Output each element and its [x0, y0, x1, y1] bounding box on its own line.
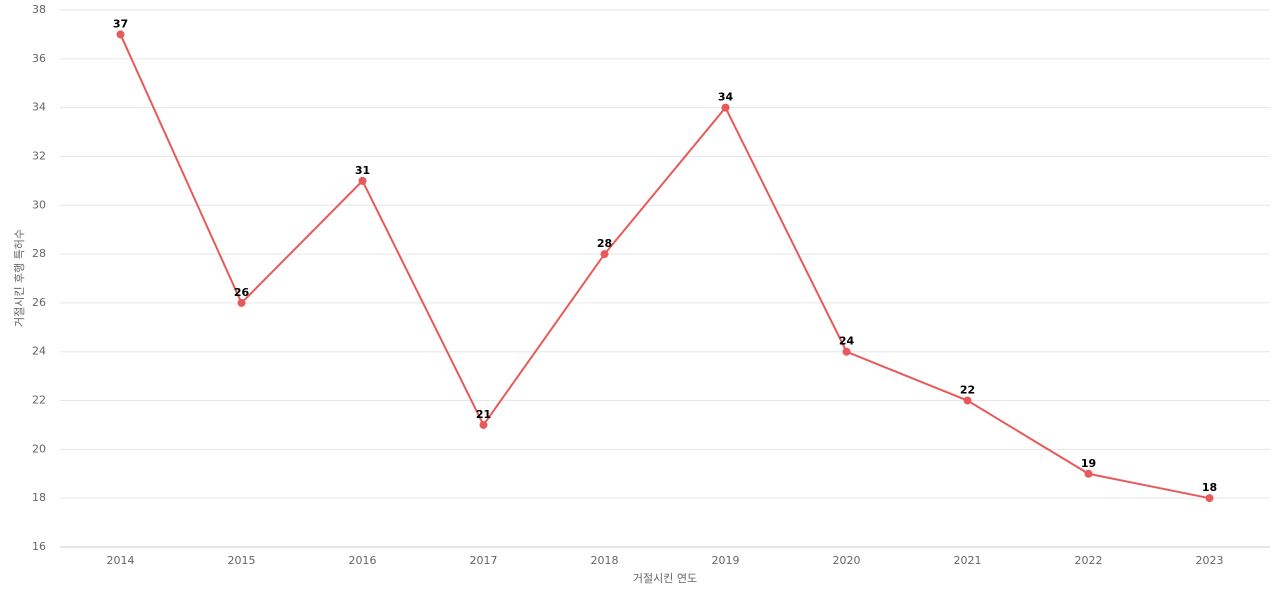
data-point: [842, 347, 851, 356]
x-tick-label: 2019: [712, 554, 740, 567]
y-tick-label: 26: [32, 296, 46, 309]
y-tick-label: 28: [32, 247, 46, 260]
data-point: [721, 103, 730, 112]
x-tick-label: 2015: [228, 554, 256, 567]
y-tick-label: 22: [32, 394, 46, 407]
y-tick-label: 20: [32, 442, 46, 455]
data-label: 28: [597, 237, 612, 250]
y-tick-label: 36: [32, 52, 46, 65]
x-tick-label: 2014: [107, 554, 135, 567]
x-tick-label: 2020: [833, 554, 861, 567]
x-tick-label: 2022: [1075, 554, 1103, 567]
x-tick-label: 2017: [470, 554, 498, 567]
y-tick-label: 38: [32, 3, 46, 16]
y-tick-label: 34: [32, 101, 46, 114]
x-tick-label: 2018: [591, 554, 619, 567]
data-point: [600, 250, 609, 259]
y-tick-label: 32: [32, 149, 46, 162]
data-point: [358, 176, 367, 185]
data-label: 37: [113, 17, 128, 30]
data-point: [237, 298, 246, 307]
y-tick-label: 24: [32, 345, 46, 358]
data-label: 24: [839, 335, 855, 348]
x-tick-label: 2016: [349, 554, 377, 567]
x-axis-label: 거절시킨 연도: [633, 572, 697, 585]
data-label: 34: [718, 91, 734, 104]
data-label: 19: [1081, 457, 1096, 470]
data-point: [479, 420, 488, 429]
data-point: [1084, 469, 1093, 478]
data-label: 21: [476, 408, 491, 421]
data-label: 22: [960, 384, 975, 397]
data-label: 18: [1202, 481, 1217, 494]
y-tick-label: 16: [32, 540, 46, 553]
x-tick-label: 2023: [1196, 554, 1224, 567]
data-point: [116, 30, 125, 39]
data-point: [963, 396, 972, 405]
x-tick-label: 2021: [954, 554, 982, 567]
line-series: [119, 33, 1210, 500]
y-tick-label: 18: [32, 491, 46, 504]
data-point: [1205, 494, 1214, 503]
data-label: 31: [355, 164, 370, 177]
data-label: 26: [234, 286, 250, 299]
y-tick-label: 30: [32, 198, 46, 211]
y-axis-label: 거절시킨 후행 특허수: [13, 229, 26, 327]
